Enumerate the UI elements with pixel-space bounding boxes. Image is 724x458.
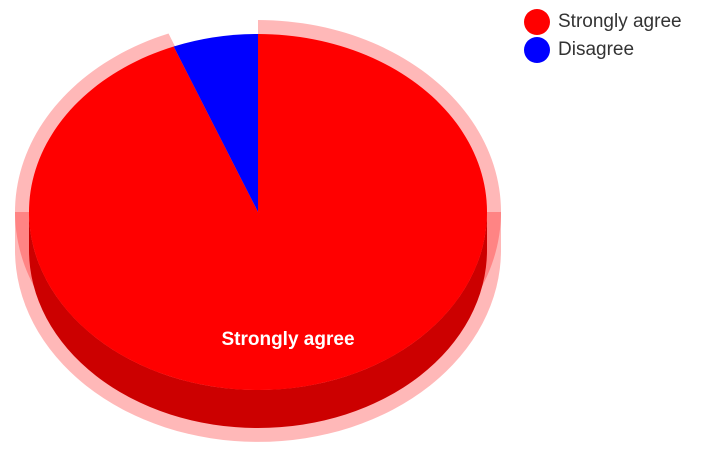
legend-label-disagree: Disagree	[558, 39, 635, 60]
pie-slice-strongly-agree[interactable]	[29, 34, 488, 390]
legend-swatch-strongly-agree	[524, 9, 550, 35]
legend-item-strongly-agree[interactable]: Strongly agree	[524, 8, 682, 36]
pie-side-strongly-agree	[29, 212, 487, 428]
legend-swatch-disagree	[524, 37, 550, 63]
pie-slice-disagree[interactable]	[173, 34, 258, 212]
data-label-strongly-agree: Strongly agree	[221, 329, 354, 350]
legend-item-disagree[interactable]: Disagree	[524, 36, 682, 64]
chart-legend: Strongly agree Disagree	[524, 8, 682, 64]
legend-label-strongly-agree: Strongly agree	[558, 11, 682, 32]
